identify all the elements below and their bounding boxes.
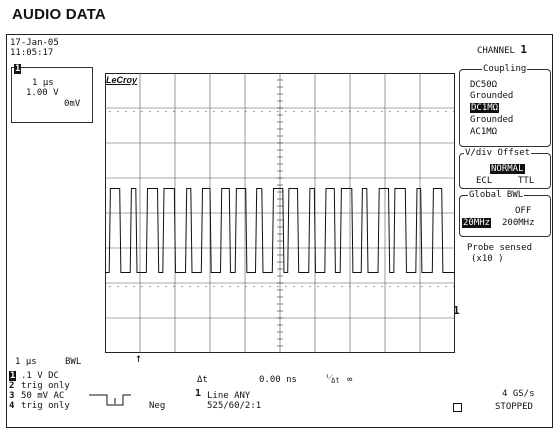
coupling-option-ac1m[interactable]: AC1MΩ xyxy=(470,127,498,137)
waveform-trace xyxy=(105,188,455,273)
ch3-label[interactable]: 3 xyxy=(9,391,15,401)
acquisition-status: STOPPED xyxy=(495,402,533,412)
ch3-settings: 50 mV AC xyxy=(21,391,65,401)
probe-sensed-value: (x10 ) xyxy=(471,254,504,264)
ch2-settings: trig only xyxy=(21,381,70,391)
trigger-slope-label: Neg xyxy=(149,401,166,411)
channel-ground-marker: 1 xyxy=(453,304,460,317)
coupling-option-dc1m-selected[interactable]: DC1MΩ xyxy=(470,103,500,113)
vdiv-option-ttl[interactable]: TTL xyxy=(518,176,535,186)
inverse-delta-t-icon: ¹⁄Δt xyxy=(325,373,340,385)
coupling-panel[interactable]: Coupling DC50Ω Grounded DC1MΩ Grounded A… xyxy=(459,64,551,147)
global-bwl-panel[interactable]: Global BWL OFF 20MHz 200MHz xyxy=(459,190,551,237)
waveform-plot xyxy=(105,73,455,353)
global-bwl-title: Global BWL xyxy=(468,190,525,200)
delta-t-label: Δt xyxy=(197,375,208,385)
trace-volts: 1.00 V xyxy=(26,88,59,98)
delta-t-value: 0.00 ns xyxy=(259,375,297,385)
oscilloscope-screen: 17-Jan-05 11:05:17 1 1 μs 1.00 V 0mV LeC… xyxy=(6,34,553,428)
sample-rate: 4 GS/s xyxy=(502,389,535,399)
ch4-label[interactable]: 4 xyxy=(9,401,15,411)
bwl-option-off[interactable]: OFF xyxy=(515,206,532,216)
coupling-title: Coupling xyxy=(482,64,528,74)
waveform-grid[interactable]: LeCroy xyxy=(105,73,455,353)
time-label: 11:05:17 xyxy=(10,48,54,58)
bottom-bwl: BWL xyxy=(65,357,82,367)
inverse-delta-t-value: ∞ xyxy=(347,375,353,385)
vdiv-option-normal-selected[interactable]: NORMAL xyxy=(490,164,525,174)
page-heading: AUDIO DATA xyxy=(12,6,106,23)
menu-title-channel: 1 xyxy=(520,43,527,56)
trace-timebase: 1 μs xyxy=(32,78,54,88)
coupling-option-grounded-2[interactable]: Grounded xyxy=(470,115,514,125)
bwl-option-200mhz[interactable]: 200MHz xyxy=(502,218,535,228)
trigger-standard: 525/60/2:1 xyxy=(207,401,262,411)
vdiv-offset-title: V/div Offset xyxy=(464,148,532,158)
trace-offset: 0mV xyxy=(64,99,81,109)
ch2-label[interactable]: 2 xyxy=(9,381,15,391)
coupling-option-dc50[interactable]: DC50Ω xyxy=(470,80,498,90)
ch4-settings: trig only xyxy=(21,401,70,411)
coupling-option-grounded-1[interactable]: Grounded xyxy=(470,91,514,101)
date-label: 17-Jan-05 xyxy=(10,38,59,48)
trigger-slope-icon xyxy=(89,394,131,406)
trigger-mode: Line ANY xyxy=(207,391,251,401)
bottom-timebase: 1 μs xyxy=(15,357,37,367)
trace-descriptor-box[interactable]: 1 1 μs 1.00 V 0mV xyxy=(11,64,93,123)
menu-title: CHANNEL 1 xyxy=(477,43,527,56)
probe-sensed-label: Probe sensed xyxy=(467,243,533,253)
bwl-option-20mhz-selected[interactable]: 20MHz xyxy=(462,218,492,228)
ch1-settings: .1 V DC xyxy=(21,371,59,381)
brand-logo: LeCroy xyxy=(106,75,138,85)
ch1-label[interactable]: 1 xyxy=(9,371,17,381)
trigger-channel: 1 xyxy=(195,388,202,399)
acquisition-status-indicator xyxy=(453,403,462,412)
vdiv-option-ecl[interactable]: ECL xyxy=(476,176,493,186)
vdiv-offset-panel[interactable]: V/div Offset NORMAL ECL TTL xyxy=(459,148,551,189)
trace-channel-number: 1 xyxy=(14,64,22,74)
trigger-position-arrow: ↑ xyxy=(135,351,143,365)
